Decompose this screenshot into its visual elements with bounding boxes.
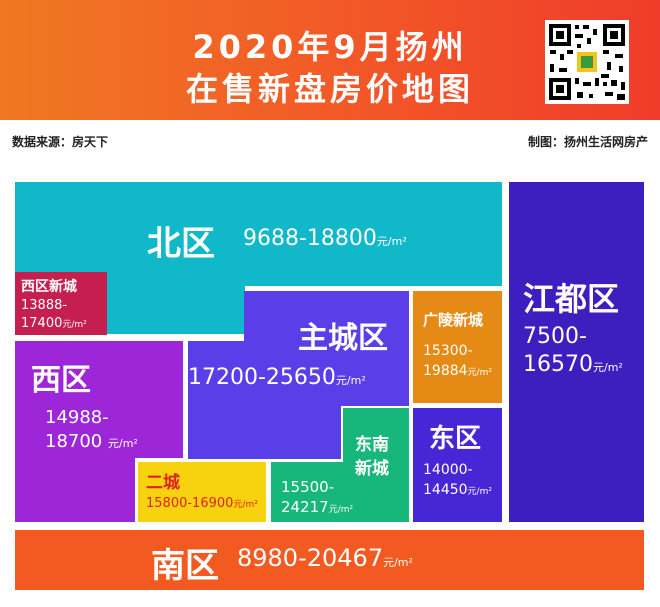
- district-price-line-2: 19884元/m²: [423, 363, 492, 379]
- district-erchen: 二城 15800-16900元/m²: [138, 462, 266, 522]
- district-name-line-1: 东南: [355, 435, 389, 455]
- district-price-line-1: 14000-: [423, 462, 473, 478]
- district-name: 西区新城: [21, 279, 77, 295]
- title-line-2: 在售新盘房价地图: [185, 70, 474, 108]
- district-name: 南区: [151, 546, 219, 586]
- header-banner: 2020年9月扬州 在售新盘房价地图: [0, 0, 660, 120]
- district-price-line-1: 13888-: [21, 298, 68, 313]
- district-name: 广陵新城: [423, 311, 484, 329]
- district-price: 17200-25650元/m²: [188, 365, 366, 390]
- district-price: 15800-16900元/m²: [146, 496, 258, 511]
- district-price-line-1: 7500-: [523, 324, 587, 349]
- district-dongqu: 东区 14000- 14450元/m²: [413, 408, 502, 522]
- district-guanglingxincheng: 广陵新城 15300- 19884元/m²: [413, 291, 502, 403]
- chart-author-label: 制图：扬州生活网房产: [527, 135, 648, 149]
- district-nanqu: 南区 8980-20467元/m²: [15, 530, 644, 590]
- district-price-line-1: 15500-: [281, 478, 335, 496]
- district-xiquxincheng: 西区新城 13888- 17400元/m²: [15, 272, 107, 335]
- district-name: 江都区: [523, 280, 620, 318]
- district-price: 9688-18800元/m²: [243, 226, 407, 251]
- district-name: 二城: [146, 473, 180, 493]
- qr-code-icon: [545, 20, 629, 104]
- district-xiqu: 西区 14988- 18700 元/m²: [15, 341, 183, 522]
- district-price-line-2: 24217元/m²: [281, 498, 354, 516]
- district-name: 东区: [429, 424, 482, 454]
- district-jiangduqu: 江都区 7500- 16570元/m²: [509, 182, 644, 522]
- title-line-1: 2020年9月扬州: [192, 28, 468, 66]
- district-name: 主城区: [298, 321, 388, 356]
- district-price-line-1: 14988-: [45, 407, 109, 428]
- data-source-label: 数据来源：房天下: [12, 135, 109, 149]
- district-price-line-2: 18700 元/m²: [45, 431, 138, 452]
- district-price: 8980-20467元/m²: [237, 544, 413, 572]
- district-price-line-2: 14450元/m²: [423, 482, 492, 498]
- district-name: 西区: [31, 363, 91, 398]
- district-price-line-1: 15300-: [423, 343, 473, 359]
- district-price-line-2: 17400元/m²: [21, 316, 87, 331]
- district-name: 北区: [147, 224, 215, 264]
- district-name-line-2: 新城: [355, 459, 389, 479]
- district-price-line-2: 16570元/m²: [523, 352, 623, 377]
- district-zhuchengqu-lower: [188, 406, 341, 459]
